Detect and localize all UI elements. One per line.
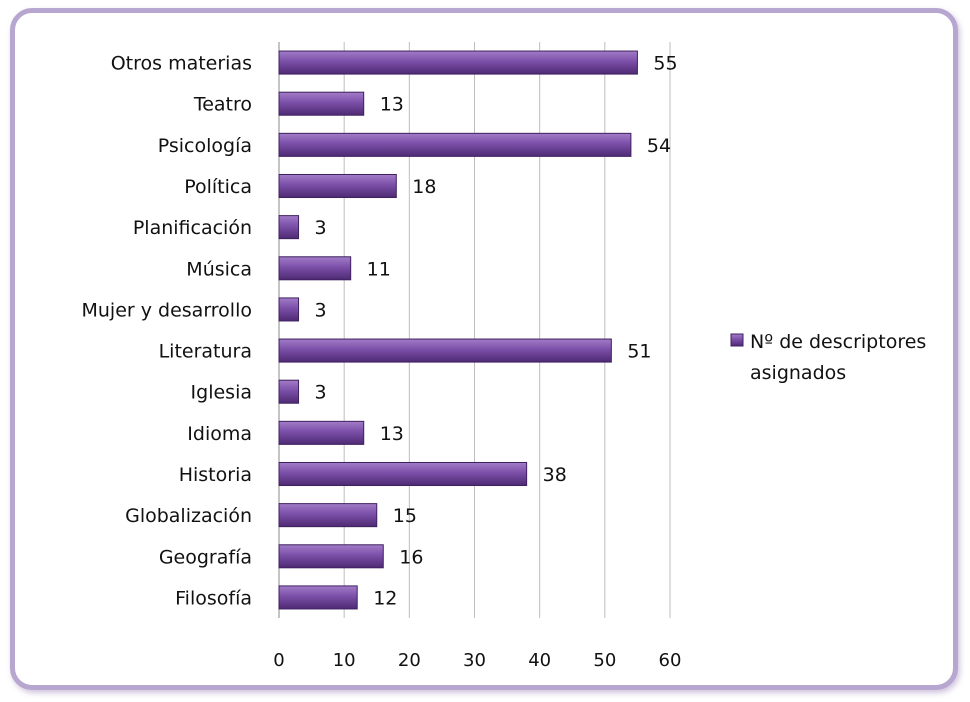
legend-label-line2: asignados xyxy=(750,362,846,384)
category-label: Idioma xyxy=(187,423,252,445)
category-label: Iglesia xyxy=(191,382,252,404)
category-label: Política xyxy=(184,176,252,198)
bar xyxy=(278,91,365,116)
data-label: 55 xyxy=(653,53,677,75)
category-label: Mujer y desarrollo xyxy=(81,299,252,321)
bar xyxy=(278,338,612,363)
legend-swatch xyxy=(730,333,744,347)
category-label: Psicología xyxy=(158,135,252,157)
bar xyxy=(278,50,638,75)
data-label: 15 xyxy=(393,505,417,527)
data-label: 11 xyxy=(367,258,391,280)
data-label: 13 xyxy=(380,94,404,116)
bar xyxy=(278,420,365,445)
bar xyxy=(278,585,358,610)
data-label: 51 xyxy=(627,341,651,363)
data-label: 38 xyxy=(543,464,567,486)
data-label: 3 xyxy=(315,299,327,321)
bar xyxy=(278,461,528,487)
x-tick-label: 40 xyxy=(528,650,551,671)
x-tick-label: 20 xyxy=(398,650,421,671)
x-tick-label: 60 xyxy=(659,650,682,671)
x-tick-label: 0 xyxy=(273,650,284,671)
bar xyxy=(278,132,632,157)
data-label: 18 xyxy=(412,176,436,198)
category-label: Historia xyxy=(179,464,252,486)
bar xyxy=(278,297,300,322)
bar xyxy=(278,173,397,199)
category-label: Geografía xyxy=(159,546,252,568)
x-tick-label: 30 xyxy=(463,650,486,671)
x-tick-label: 50 xyxy=(593,650,616,671)
x-axis-ticks: 0 10 20 30 40 50 60 xyxy=(273,650,681,671)
bars xyxy=(278,50,638,610)
data-label: 13 xyxy=(380,423,404,445)
bar xyxy=(278,256,352,281)
x-tick-label: 10 xyxy=(333,650,356,671)
category-label: Planificación xyxy=(133,217,252,239)
category-label: Globalización xyxy=(125,505,252,527)
category-label: Otros materias xyxy=(111,53,252,75)
bar xyxy=(278,503,378,528)
bar xyxy=(278,215,300,240)
category-label: Teatro xyxy=(193,94,252,116)
data-label: 12 xyxy=(373,587,397,609)
data-label: 3 xyxy=(315,382,327,404)
data-label: 3 xyxy=(315,217,327,239)
bar xyxy=(278,544,384,569)
category-labels: Filosofía Geografía Globalización Historia I… xyxy=(81,53,252,610)
legend: Nº de descriptores asignados xyxy=(730,331,926,384)
category-label: Música xyxy=(186,258,252,280)
category-label: Filosofía xyxy=(175,587,252,609)
data-label: 54 xyxy=(647,135,671,157)
gridlines xyxy=(278,42,671,618)
legend-label-line1: Nº de descriptores xyxy=(750,331,926,353)
data-label: 16 xyxy=(399,546,423,568)
category-label: Literatura xyxy=(159,341,252,363)
bar xyxy=(278,379,300,404)
